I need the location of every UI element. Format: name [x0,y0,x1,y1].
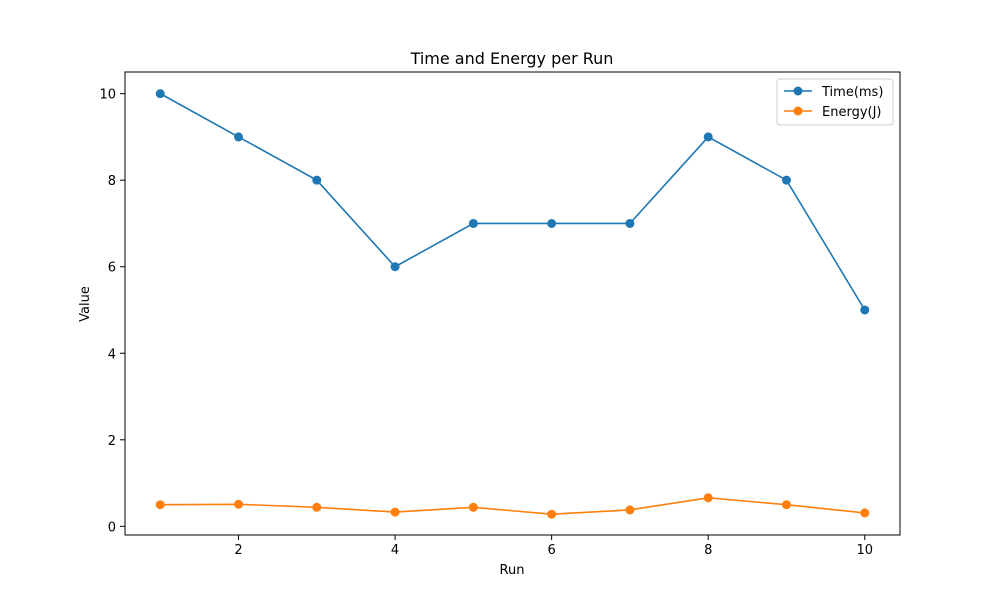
data-point [547,509,557,519]
plot-area [155,89,870,519]
data-point [312,502,322,512]
data-point [155,89,165,99]
data-point [625,218,635,228]
x-tick-label: 6 [548,543,556,558]
legend-label: Time(ms) [821,85,883,100]
data-point [547,218,557,228]
x-axis-title: Run [500,563,525,578]
x-tick-label: 8 [704,543,712,558]
data-point [234,499,244,509]
y-axis: 0 2 4 6 8 10 [99,88,125,535]
data-point [468,502,478,512]
data-point [781,500,791,510]
chart-title: Time and Energy per Run [410,49,614,68]
data-point [468,218,478,228]
data-point [312,175,322,185]
legend: Time(ms) Energy(J) [776,78,894,126]
legend-marker [793,106,803,116]
data-point [860,508,870,518]
y-axis-title: Value [78,286,93,322]
x-tick-label: 2 [234,543,242,558]
plot-frame [124,71,901,536]
series-line-1 [159,92,866,311]
x-axis: 2 4 6 8 10 [234,535,873,558]
y-tick-label: 6 [108,261,116,276]
legend-label: Energy(J) [822,105,882,120]
y-tick-label: 0 [108,520,116,535]
x-tick-label: 4 [391,543,399,558]
data-point [390,262,400,272]
data-point [781,175,791,185]
data-point [703,493,713,503]
y-tick-label: 10 [99,88,116,103]
x-tick-label: 10 [856,543,873,558]
y-tick-label: 4 [108,347,116,362]
y-tick-label: 8 [108,174,116,189]
y-tick-label: 2 [108,434,116,449]
data-point [625,505,635,515]
data-point [234,132,244,142]
data-point [390,507,400,517]
data-point [703,132,713,142]
data-point [860,305,870,315]
series-line-2 [160,496,865,516]
data-point [155,500,165,510]
legend-marker [793,86,803,96]
